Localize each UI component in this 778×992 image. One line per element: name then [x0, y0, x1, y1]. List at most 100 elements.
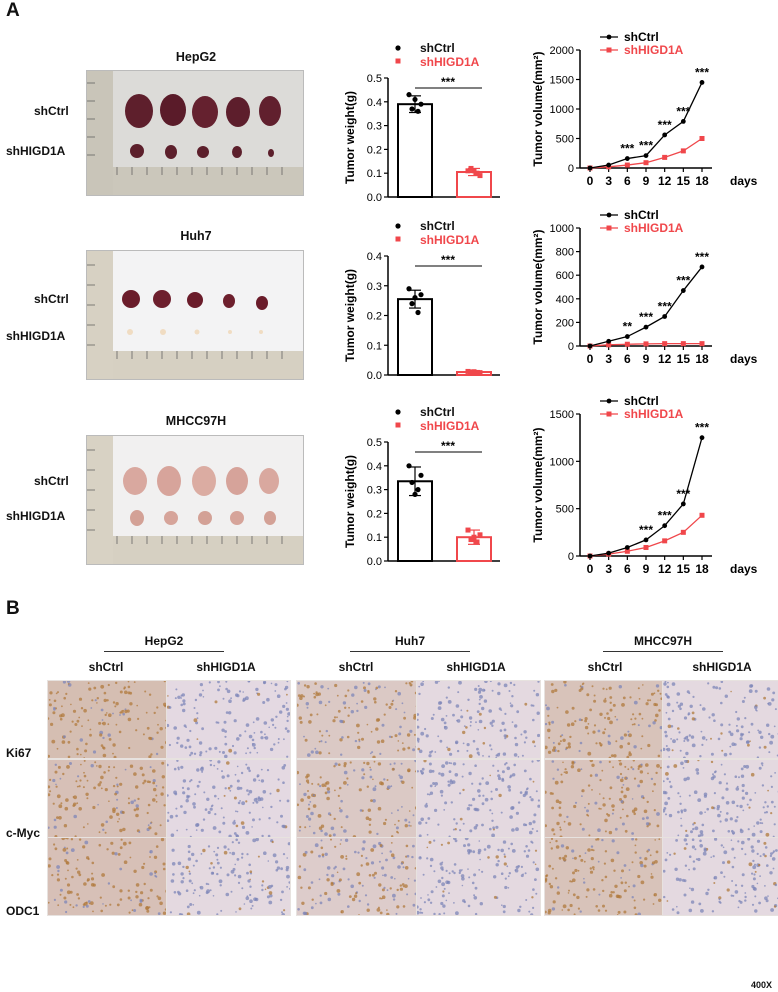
cell-nucleus [667, 797, 671, 800]
cell-nucleus [453, 871, 456, 875]
cell-nucleus [253, 732, 256, 734]
cell-nucleus [174, 697, 177, 700]
cell-nucleus [129, 764, 134, 768]
cell-nucleus [261, 880, 265, 883]
cell-nucleus [241, 887, 244, 890]
cell-nucleus [313, 695, 317, 699]
cell-nucleus [586, 888, 590, 892]
cell-nucleus [458, 869, 462, 872]
cell-nucleus [49, 790, 52, 793]
cell-nucleus [516, 710, 520, 714]
cell-nucleus [412, 844, 415, 848]
cell-nucleus [185, 865, 189, 870]
cell-nucleus [119, 782, 123, 786]
cell-nucleus [642, 684, 644, 686]
cell-nucleus [202, 689, 204, 692]
cell-nucleus [127, 889, 130, 892]
cell-nucleus [473, 873, 477, 877]
cell-nucleus [196, 738, 199, 740]
cell-nucleus [686, 735, 689, 738]
cell-nucleus [208, 867, 211, 870]
cell-nucleus [477, 690, 482, 694]
cell-nucleus [689, 887, 691, 889]
cell-nucleus [731, 831, 736, 835]
cell-nucleus [611, 812, 614, 815]
cell-nucleus [412, 748, 416, 752]
cell-nucleus [365, 816, 370, 820]
cell-nucleus [754, 895, 757, 898]
cell-nucleus [460, 709, 463, 712]
cell-nucleus [699, 704, 702, 707]
column-label-shhigd1a: shHIGD1A [196, 660, 256, 674]
cell-nucleus [108, 800, 110, 802]
cell-nucleus [743, 696, 746, 699]
cell-nucleus [115, 702, 119, 706]
cell-nucleus [145, 906, 150, 910]
significance-label: *** [658, 118, 672, 132]
cell-nucleus [583, 860, 586, 863]
cell-nucleus [631, 861, 634, 864]
cell-nucleus [562, 904, 567, 909]
cell-nucleus [386, 889, 389, 892]
stain-wash [663, 681, 778, 758]
cell-nucleus [630, 766, 633, 769]
cell-nucleus [536, 760, 540, 762]
cell-nucleus [380, 782, 384, 786]
cell-nucleus [367, 682, 371, 686]
cell-nucleus [690, 900, 695, 904]
cell-nucleus [555, 845, 560, 849]
cell-nucleus [252, 838, 257, 843]
cell-nucleus [297, 770, 300, 775]
cell-nucleus [408, 821, 411, 824]
cell-nucleus [637, 912, 641, 915]
cell-nucleus [365, 862, 370, 866]
cell-nucleus [83, 708, 87, 713]
cell-nucleus [589, 870, 594, 874]
cell-nucleus [441, 894, 445, 898]
cell-nucleus [318, 854, 321, 858]
cell-nucleus [200, 767, 204, 772]
cell-nucleus [764, 801, 767, 804]
cell-nucleus [567, 742, 571, 746]
cell-nucleus [377, 685, 381, 689]
cell-nucleus [114, 792, 117, 796]
cell-nucleus [81, 725, 83, 727]
cell-nucleus [525, 788, 528, 791]
cell-nucleus [506, 865, 509, 868]
cell-nucleus [577, 768, 581, 772]
cell-nucleus [180, 703, 183, 707]
cell-nucleus [284, 687, 287, 691]
cell-nucleus [246, 789, 249, 792]
cell-nucleus [738, 776, 740, 779]
cell-nucleus [183, 810, 187, 815]
cell-nucleus [214, 794, 217, 798]
cell-nucleus [576, 895, 580, 900]
cell-nucleus [194, 793, 197, 796]
cell-nucleus [429, 784, 433, 788]
cell-nucleus [713, 875, 718, 880]
cell-nucleus [730, 894, 733, 897]
cell-nucleus [224, 754, 228, 758]
cell-nucleus [397, 865, 401, 869]
cell-nucleus [534, 863, 537, 866]
cell-nucleus [61, 740, 66, 744]
cell-nucleus [368, 874, 372, 877]
cell-nucleus [303, 792, 307, 797]
cell-nucleus [219, 884, 222, 887]
cell-nucleus [112, 712, 114, 715]
cell-nucleus [199, 885, 204, 890]
cell-nucleus [668, 780, 671, 783]
cell-nucleus [462, 730, 466, 735]
cell-nucleus [220, 909, 223, 912]
cell-nucleus [357, 731, 360, 734]
cell-nucleus [750, 722, 754, 726]
cell-nucleus [762, 853, 766, 856]
data-point [662, 314, 668, 319]
cell-nucleus [384, 686, 386, 689]
cell-nucleus [210, 862, 213, 865]
cell-nucleus [307, 886, 311, 890]
cell-nucleus [691, 711, 695, 715]
cell-nucleus [356, 872, 361, 877]
cell-nucleus [612, 808, 615, 812]
cell-nucleus [59, 888, 63, 892]
